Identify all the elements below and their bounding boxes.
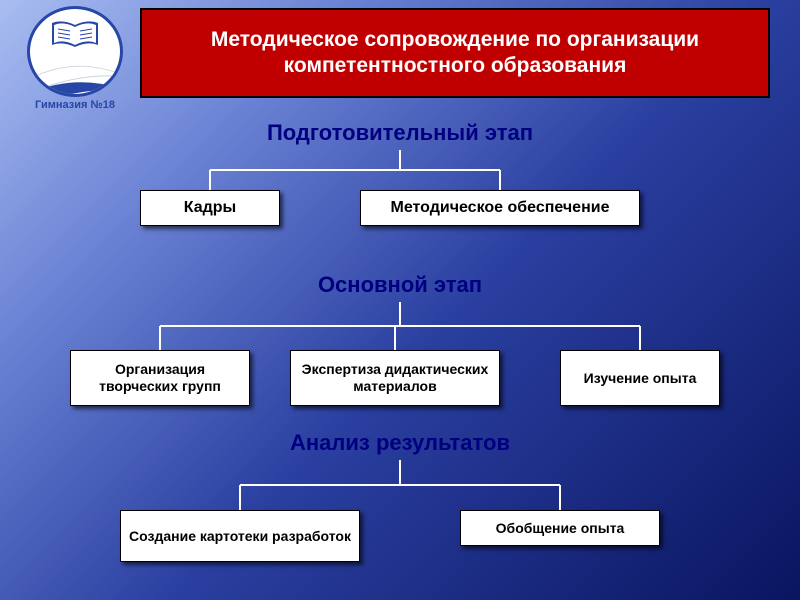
slide-title: Методическое сопровождение по организаци… — [140, 8, 770, 98]
node-org-tvorch-grupp: Организация творческих групп — [70, 350, 250, 406]
stage-heading-2: Основной этап — [0, 272, 800, 298]
node-izuchenie-opyta: Изучение опыта — [560, 350, 720, 406]
node-metod-obespechenie: Методическое обеспечение — [360, 190, 640, 226]
node-kadry: Кадры — [140, 190, 280, 226]
node-obobschenie-opyta: Обобщение опыта — [460, 510, 660, 546]
school-logo: Гимназия №18 — [20, 6, 130, 111]
flag-swoosh-icon — [27, 26, 123, 97]
stage-heading-1: Подготовительный этап — [0, 120, 800, 146]
stage-heading-3: Анализ результатов — [0, 430, 800, 456]
node-ekspertiza: Экспертиза дидактических материалов — [290, 350, 500, 406]
logo-caption: Гимназия №18 — [35, 99, 115, 111]
slide-root: { "canvas": { "width": 800, "height": 60… — [0, 0, 800, 600]
node-kartoteka: Создание картотеки разработок — [120, 510, 360, 562]
logo-circle — [27, 6, 123, 97]
